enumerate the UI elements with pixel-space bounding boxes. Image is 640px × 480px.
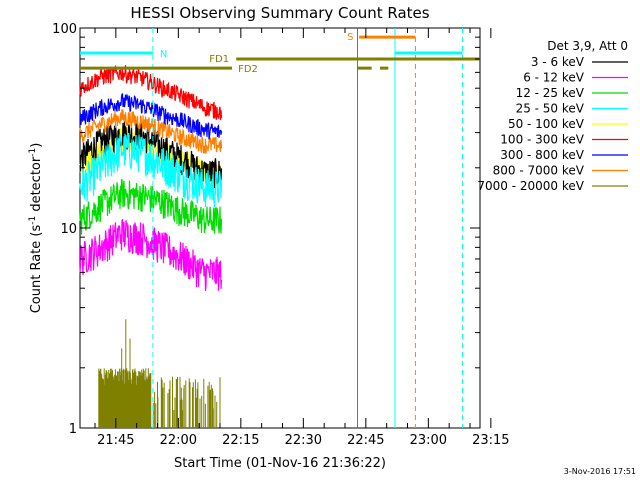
y-axis-label-main: Count Rate (s — [29, 225, 44, 314]
series-25-50keV-line — [79, 132, 223, 208]
y-axis-label-mid: detector — [29, 156, 44, 216]
x-tick-label: 23:15 — [472, 433, 509, 448]
fd1-label: FD1 — [209, 54, 229, 65]
fd2-label: FD2 — [238, 64, 258, 75]
series-6-12keV-line — [79, 218, 223, 292]
y-axis-label-end: ) — [29, 143, 44, 148]
legend-label: 3 - 6 keV — [531, 55, 585, 69]
legend-label: 12 - 25 keV — [516, 86, 585, 100]
x-tick-label: 22:30 — [285, 433, 322, 448]
chart-title: HESSI Observing Summary Count Rates — [130, 4, 429, 22]
y-axis-label-sup1: -1 — [28, 216, 38, 225]
y-tick-label: 100 — [52, 22, 77, 37]
y-axis-label-sup2: -1 — [28, 148, 38, 157]
x-tick-label: 23:00 — [410, 433, 447, 448]
legend-title: Det 3,9, Att 0 — [547, 39, 628, 53]
legend-label: 100 - 300 keV — [500, 133, 584, 147]
series-7000-20000kev-spikes — [98, 319, 221, 428]
y-axis-label: Count Rate (s-1 detector-1) — [28, 143, 44, 314]
y-tick-label: 1 — [69, 422, 77, 437]
series-800-7000keV-line — [79, 109, 223, 154]
x-tick-label: 22:15 — [222, 433, 259, 448]
legend-label: 6 - 12 keV — [523, 71, 585, 85]
series-3-6keV-line — [79, 121, 223, 189]
x-axis-label: Start Time (01-Nov-16 21:36:22) — [174, 456, 386, 471]
y-axis: 1 10 100 — [52, 22, 480, 437]
x-axis: 21:45 22:00 22:15 22:30 22:45 23:00 23:15 — [94, 28, 510, 448]
series-300-800keV-line — [79, 93, 223, 140]
series-12-25keV-line — [79, 178, 223, 235]
legend-label: 50 - 100 keV — [508, 117, 585, 131]
plot-area: N S FD1 FD2 — [79, 27, 481, 429]
saa-label: S — [347, 32, 353, 43]
legend-label: 7000 - 20000 keV — [477, 179, 584, 193]
x-tick-label: 22:00 — [160, 433, 197, 448]
legend-label: 25 - 50 keV — [516, 102, 585, 116]
night-label: N — [160, 49, 167, 60]
legend-label: 800 - 7000 keV — [493, 164, 585, 178]
legend-label: 300 - 800 keV — [500, 148, 584, 162]
series-100-300keV-line — [79, 65, 223, 121]
y-tick-label: 10 — [60, 222, 77, 237]
x-tick-label: 22:45 — [347, 433, 384, 448]
timestamp: 3-Nov-2016 17:51 — [564, 467, 636, 476]
x-tick-label: 21:45 — [97, 433, 134, 448]
